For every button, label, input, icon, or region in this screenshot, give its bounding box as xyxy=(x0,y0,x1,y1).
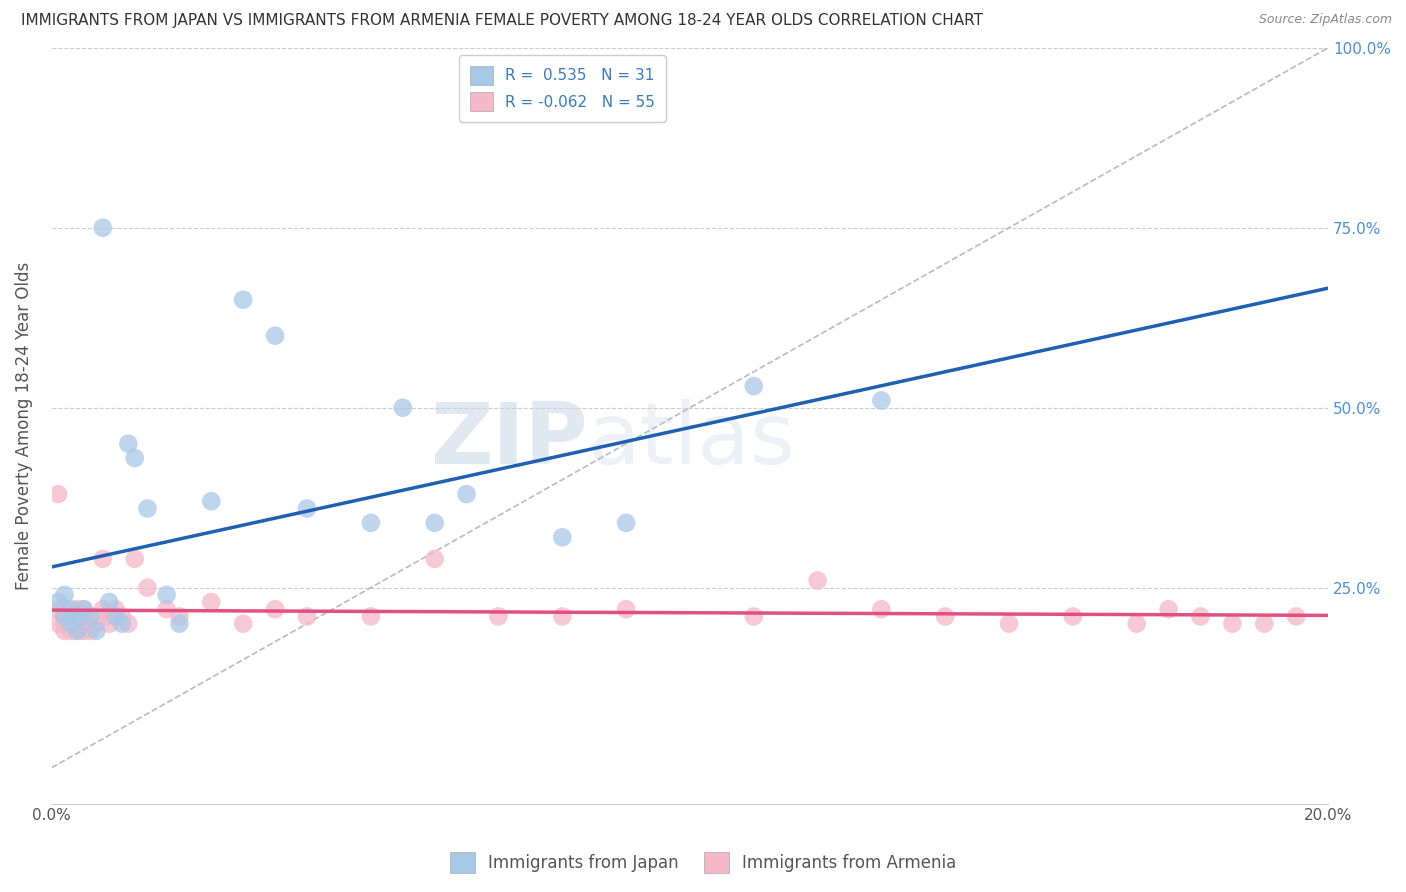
Point xyxy=(156,588,179,602)
Point xyxy=(117,436,139,450)
Point xyxy=(551,530,574,544)
Point xyxy=(66,609,89,624)
Legend: R =  0.535   N = 31, R = -0.062   N = 55: R = 0.535 N = 31, R = -0.062 N = 55 xyxy=(460,55,665,121)
Point xyxy=(73,602,96,616)
Point xyxy=(79,609,101,624)
Point xyxy=(59,602,82,616)
Text: ZIP: ZIP xyxy=(430,400,588,483)
Point xyxy=(59,609,82,624)
Text: Source: ZipAtlas.com: Source: ZipAtlas.com xyxy=(1258,13,1392,27)
Point xyxy=(53,588,76,602)
Point xyxy=(98,616,121,631)
Point xyxy=(169,616,191,631)
Point xyxy=(86,616,108,631)
Point xyxy=(1062,609,1084,624)
Point xyxy=(46,487,69,501)
Point xyxy=(264,602,287,616)
Point xyxy=(98,609,121,624)
Point xyxy=(46,595,69,609)
Point xyxy=(200,494,222,508)
Point xyxy=(79,624,101,638)
Point xyxy=(870,602,893,616)
Point xyxy=(91,220,114,235)
Point xyxy=(136,501,159,516)
Point xyxy=(79,616,101,631)
Point xyxy=(124,451,146,466)
Point xyxy=(1189,609,1212,624)
Y-axis label: Female Poverty Among 18-24 Year Olds: Female Poverty Among 18-24 Year Olds xyxy=(15,261,32,590)
Point xyxy=(295,609,318,624)
Point xyxy=(66,602,89,616)
Point xyxy=(59,616,82,631)
Point xyxy=(46,616,69,631)
Point xyxy=(66,616,89,631)
Point xyxy=(423,516,446,530)
Point xyxy=(59,616,82,631)
Point xyxy=(98,595,121,609)
Point xyxy=(870,393,893,408)
Point xyxy=(1125,616,1147,631)
Point xyxy=(200,595,222,609)
Point xyxy=(66,609,89,624)
Text: atlas: atlas xyxy=(588,400,796,483)
Legend: Immigrants from Japan, Immigrants from Armenia: Immigrants from Japan, Immigrants from A… xyxy=(443,846,963,880)
Point xyxy=(117,616,139,631)
Point xyxy=(53,609,76,624)
Point xyxy=(456,487,478,501)
Point xyxy=(156,602,179,616)
Point xyxy=(104,602,127,616)
Point xyxy=(360,609,382,624)
Point xyxy=(66,624,89,638)
Point xyxy=(934,609,956,624)
Point xyxy=(742,379,765,393)
Point xyxy=(998,616,1021,631)
Point xyxy=(73,609,96,624)
Point xyxy=(169,609,191,624)
Point xyxy=(614,602,637,616)
Point xyxy=(124,552,146,566)
Point xyxy=(91,602,114,616)
Point xyxy=(59,609,82,624)
Point xyxy=(360,516,382,530)
Point xyxy=(136,581,159,595)
Point xyxy=(66,624,89,638)
Point xyxy=(53,609,76,624)
Point xyxy=(91,552,114,566)
Point xyxy=(1253,616,1275,631)
Point xyxy=(488,609,510,624)
Point xyxy=(1222,616,1244,631)
Point xyxy=(232,293,254,307)
Point xyxy=(614,516,637,530)
Point xyxy=(53,602,76,616)
Point xyxy=(59,624,82,638)
Point xyxy=(232,616,254,631)
Point xyxy=(423,552,446,566)
Point xyxy=(264,328,287,343)
Point xyxy=(73,624,96,638)
Point xyxy=(104,609,127,624)
Point xyxy=(111,616,134,631)
Point xyxy=(1157,602,1180,616)
Point xyxy=(1285,609,1308,624)
Point xyxy=(551,609,574,624)
Point xyxy=(86,624,108,638)
Point xyxy=(53,616,76,631)
Point xyxy=(53,624,76,638)
Point xyxy=(46,602,69,616)
Point xyxy=(391,401,413,415)
Point xyxy=(73,616,96,631)
Point xyxy=(86,609,108,624)
Point xyxy=(111,609,134,624)
Point xyxy=(806,574,828,588)
Text: IMMIGRANTS FROM JAPAN VS IMMIGRANTS FROM ARMENIA FEMALE POVERTY AMONG 18-24 YEAR: IMMIGRANTS FROM JAPAN VS IMMIGRANTS FROM… xyxy=(21,13,983,29)
Point xyxy=(742,609,765,624)
Point xyxy=(73,602,96,616)
Point xyxy=(295,501,318,516)
